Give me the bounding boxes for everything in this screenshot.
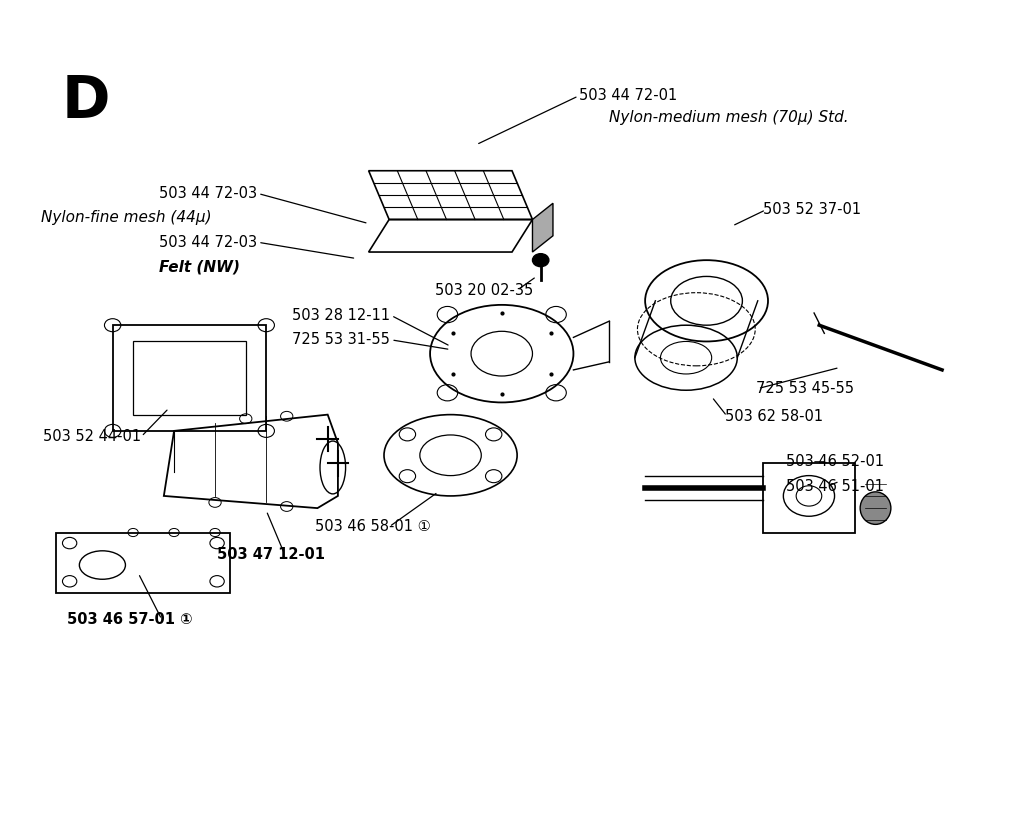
Polygon shape (532, 203, 553, 252)
Text: 503 52 37-01: 503 52 37-01 (763, 202, 861, 217)
Bar (763, 463, 855, 533)
Circle shape (532, 254, 549, 267)
Text: 725 53 31-55: 725 53 31-55 (292, 333, 390, 347)
Bar (113, 325, 266, 431)
Text: 503 28 12-11: 503 28 12-11 (292, 308, 390, 323)
Text: 503 52 44-01: 503 52 44-01 (43, 429, 141, 444)
Text: 503 44 72-01: 503 44 72-01 (579, 89, 677, 103)
Text: 503 46 52-01: 503 46 52-01 (786, 454, 885, 469)
Text: 503 62 58-01: 503 62 58-01 (725, 409, 823, 424)
Bar (56, 533, 230, 593)
Text: 503 46 58-01 ①: 503 46 58-01 ① (315, 520, 431, 534)
Text: Felt (NW): Felt (NW) (159, 259, 240, 274)
Text: 503 44 72-03: 503 44 72-03 (159, 235, 257, 250)
Text: 503 46 57-01 ①: 503 46 57-01 ① (67, 612, 193, 627)
Ellipse shape (860, 492, 891, 524)
Text: Nylon-medium mesh (70μ) Std.: Nylon-medium mesh (70μ) Std. (609, 111, 849, 125)
Text: 503 20 02-35: 503 20 02-35 (435, 283, 534, 298)
Bar (133, 341, 246, 415)
Text: 503 44 72-03: 503 44 72-03 (159, 186, 257, 201)
Text: D: D (61, 73, 110, 130)
Text: 725 53 45-55: 725 53 45-55 (756, 381, 854, 396)
Text: 503 47 12-01: 503 47 12-01 (217, 547, 325, 562)
Text: Nylon-fine mesh (44μ): Nylon-fine mesh (44μ) (41, 210, 212, 224)
Text: 503 46 51-01: 503 46 51-01 (786, 479, 885, 493)
